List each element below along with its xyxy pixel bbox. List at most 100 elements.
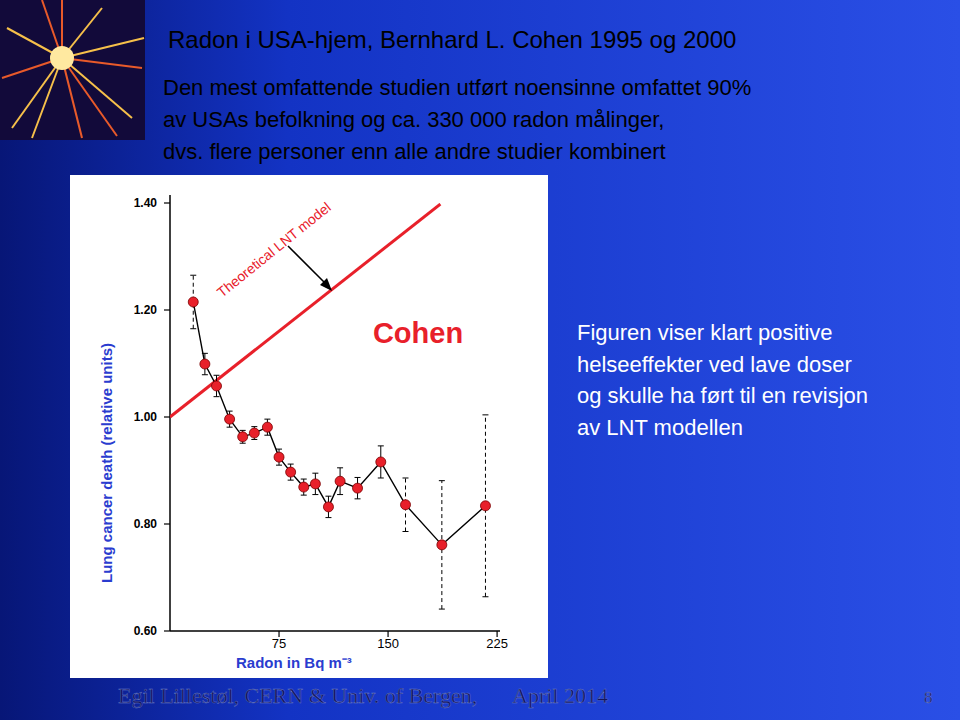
y-axis-label: Lung cancer death (relative units): [98, 343, 115, 583]
x-axis-line: [170, 630, 500, 632]
title: Radon i USA-hjem, Bernhard L. Cohen 1995…: [168, 26, 736, 53]
data-point: [310, 479, 320, 489]
footer-date: April 2014: [512, 683, 608, 708]
error-bar-cap: [288, 464, 294, 465]
error-bar-cap: [312, 473, 318, 474]
error-bar-cap: [378, 477, 384, 478]
error-bar-cap: [288, 480, 294, 481]
y-tick-label: 1.20: [134, 303, 158, 317]
header-ray: [32, 58, 62, 138]
note-line: helseeffekter ved lave doser: [577, 352, 852, 377]
error-bar-cap: [227, 427, 233, 428]
footer-author: Egil Lillestøl, CERN & Univ. of Bergen,: [118, 683, 477, 708]
header-ray: [62, 38, 144, 58]
error-bar-cap: [190, 275, 196, 276]
series-label: Cohen: [373, 317, 463, 349]
x-tick-label: 225: [486, 636, 508, 651]
data-point: [323, 502, 333, 512]
error-bar-cap: [312, 494, 318, 495]
error-bar-cap: [240, 430, 246, 431]
error-bar-cap: [202, 353, 208, 354]
y-tick-label: 0.80: [134, 517, 158, 531]
error-bar-cap: [482, 596, 488, 597]
y-tick: [164, 630, 170, 631]
data-point: [437, 540, 447, 550]
x-axis-label: Radon in Bq m⁻³: [236, 654, 352, 671]
y-axis-line: [169, 195, 171, 631]
data-point: [401, 500, 411, 510]
data-point: [274, 452, 284, 462]
chart-background: [70, 175, 548, 678]
error-bar-cap: [190, 328, 196, 329]
intro-line: dvs. flere personer enn alle andre studi…: [163, 139, 666, 164]
error-bar-cap: [439, 609, 445, 610]
error-bar-cap: [301, 495, 307, 496]
header-image-bg: [0, 0, 145, 140]
header-ray: [62, 58, 82, 138]
annotation-arrowhead: [320, 278, 332, 291]
intro-line: av USAs befolkning og ca. 330 000 radon …: [163, 107, 664, 132]
error-bar-cap: [325, 517, 331, 518]
y-tick: [164, 202, 170, 203]
note-line: Figuren viser klart positive: [577, 320, 833, 345]
data-point: [188, 297, 198, 307]
data-point: [376, 457, 386, 467]
error-bar-cap: [403, 531, 409, 532]
header-ray: [62, 58, 142, 68]
slide: Radon i USA-hjem, Bernhard L. Cohen 1995…: [0, 0, 960, 720]
error-bar-cap: [202, 374, 208, 375]
error-bar-cap: [227, 411, 233, 412]
y-tick-label: 1.40: [134, 196, 158, 210]
error-bar-cap: [355, 498, 361, 499]
x-tick-label: 150: [377, 636, 399, 651]
error-bar-cap: [403, 477, 409, 478]
y-tick: [164, 523, 170, 524]
error-bar-cap: [355, 477, 361, 478]
error-bar-cap: [240, 443, 246, 444]
error-bar-cap: [378, 445, 384, 446]
y-tick-label: 1.00: [134, 410, 158, 424]
plot-data: [170, 204, 490, 609]
error-bar-cap: [264, 419, 270, 420]
error-bar-cap: [251, 439, 257, 440]
data-point: [262, 422, 272, 432]
header-ray: [62, 58, 117, 136]
data-point: [299, 482, 309, 492]
series-label: Theoretical LNT model: [214, 199, 334, 300]
page-number: 8: [924, 688, 933, 707]
y-tick-label: 0.60: [134, 624, 158, 638]
axes: 0.60 0.80 1.00 1.20 1.40 75 150 225 Lung cancer …: [98, 195, 508, 671]
data-point: [335, 476, 345, 486]
note-line: av LNT modellen: [577, 415, 743, 440]
model-line: [170, 204, 440, 417]
error-bar-cap: [214, 396, 220, 397]
error-bar-cap: [301, 479, 307, 480]
footer: Egil Lillestøl, CERN & Univ. of Bergen, A…: [118, 683, 933, 708]
error-bar-cap: [251, 426, 257, 427]
data-point: [286, 467, 296, 477]
data-point: [480, 501, 490, 511]
header-ray: [12, 58, 62, 128]
y-tick: [164, 416, 170, 417]
annotation-arrow: [288, 246, 328, 286]
error-bar-cap: [337, 467, 343, 468]
data-point: [238, 432, 248, 442]
note-line: og skulle ha ført til en revisjon: [577, 383, 868, 408]
error-bar-cap: [264, 435, 270, 436]
annotations: Cohen Theoretical LNT model: [214, 199, 463, 349]
x-tick-label: 75: [272, 636, 286, 651]
header-image: [0, 0, 145, 140]
intro-line: Den mest omfattende studien utført noens…: [163, 75, 751, 100]
error-bar-cap: [214, 375, 220, 376]
error-bar-cap: [325, 496, 331, 497]
header-core: [50, 46, 74, 70]
data-point: [212, 381, 222, 391]
y-tick: [164, 309, 170, 310]
error-bar-cap: [439, 480, 445, 481]
data-point: [200, 359, 210, 369]
data-point: [353, 483, 363, 493]
data-point: [225, 414, 235, 424]
error-bar-cap: [337, 494, 343, 495]
error-bar-cap: [482, 414, 488, 415]
error-bar-cap: [276, 449, 282, 450]
